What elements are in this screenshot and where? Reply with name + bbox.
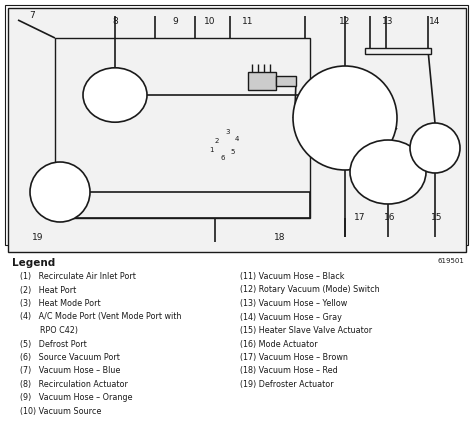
Text: 3: 3 — [226, 129, 230, 135]
Text: (12) Rotary Vacuum (Mode) Switch: (12) Rotary Vacuum (Mode) Switch — [240, 286, 380, 295]
Text: 14: 14 — [429, 17, 441, 26]
Text: (6)   Source Vacuum Port: (6) Source Vacuum Port — [20, 353, 120, 362]
Bar — [276, 76, 296, 86]
Text: (4)   A/C Mode Port (Vent Mode Port with: (4) A/C Mode Port (Vent Mode Port with — [20, 312, 182, 322]
Text: (1)   Recirculate Air Inlet Port: (1) Recirculate Air Inlet Port — [20, 272, 136, 281]
Text: 5: 5 — [230, 149, 235, 155]
Text: 19: 19 — [32, 233, 44, 243]
Text: (7)   Vacuum Hose – Blue: (7) Vacuum Hose – Blue — [20, 366, 120, 375]
Text: (9)   Vacuum Hose – Orange: (9) Vacuum Hose – Orange — [20, 394, 133, 402]
Text: (10) Vacuum Source: (10) Vacuum Source — [20, 407, 101, 416]
Text: (8)   Recirculation Actuator: (8) Recirculation Actuator — [20, 380, 128, 389]
Text: 1: 1 — [209, 147, 214, 152]
Text: 18: 18 — [274, 233, 286, 243]
Text: 10: 10 — [204, 17, 216, 26]
Text: 2: 2 — [214, 138, 219, 144]
Text: 6: 6 — [220, 155, 225, 161]
Bar — [248, 72, 276, 90]
Ellipse shape — [350, 140, 426, 204]
Text: (5)   Defrost Port: (5) Defrost Port — [20, 339, 87, 349]
Text: (11) Vacuum Hose – Black: (11) Vacuum Hose – Black — [240, 272, 345, 281]
Text: 7: 7 — [29, 10, 35, 20]
Ellipse shape — [83, 68, 147, 122]
Ellipse shape — [30, 162, 90, 222]
Text: 8: 8 — [112, 17, 118, 26]
Text: 11: 11 — [242, 17, 254, 26]
Text: 9: 9 — [172, 17, 178, 26]
Text: (3)   Heat Mode Port: (3) Heat Mode Port — [20, 299, 100, 308]
Text: Legend: Legend — [12, 258, 55, 268]
Text: (16) Mode Actuator: (16) Mode Actuator — [240, 339, 318, 349]
Text: 17: 17 — [354, 214, 366, 223]
Text: (18) Vacuum Hose – Red: (18) Vacuum Hose – Red — [240, 366, 338, 375]
Text: 15: 15 — [431, 214, 443, 223]
Text: RPO C42): RPO C42) — [20, 326, 78, 335]
Ellipse shape — [410, 123, 460, 173]
Text: 16: 16 — [384, 214, 396, 223]
Text: (13) Vacuum Hose – Yellow: (13) Vacuum Hose – Yellow — [240, 299, 347, 308]
Ellipse shape — [293, 66, 397, 170]
Text: 12: 12 — [339, 17, 351, 26]
Bar — [5, 5, 468, 245]
Text: (19) Defroster Actuator: (19) Defroster Actuator — [240, 380, 334, 389]
Text: (17) Vacuum Hose – Brown: (17) Vacuum Hose – Brown — [240, 353, 348, 362]
Text: (15) Heater Slave Valve Actuator: (15) Heater Slave Valve Actuator — [240, 326, 372, 335]
Text: 619501: 619501 — [437, 258, 464, 264]
Text: (2)   Heat Port: (2) Heat Port — [20, 286, 76, 295]
Text: 13: 13 — [382, 17, 394, 26]
Bar — [55, 38, 310, 218]
Text: 4: 4 — [235, 135, 239, 141]
Bar — [365, 48, 431, 54]
Bar — [8, 8, 466, 252]
Text: (14) Vacuum Hose – Gray: (14) Vacuum Hose – Gray — [240, 312, 342, 322]
